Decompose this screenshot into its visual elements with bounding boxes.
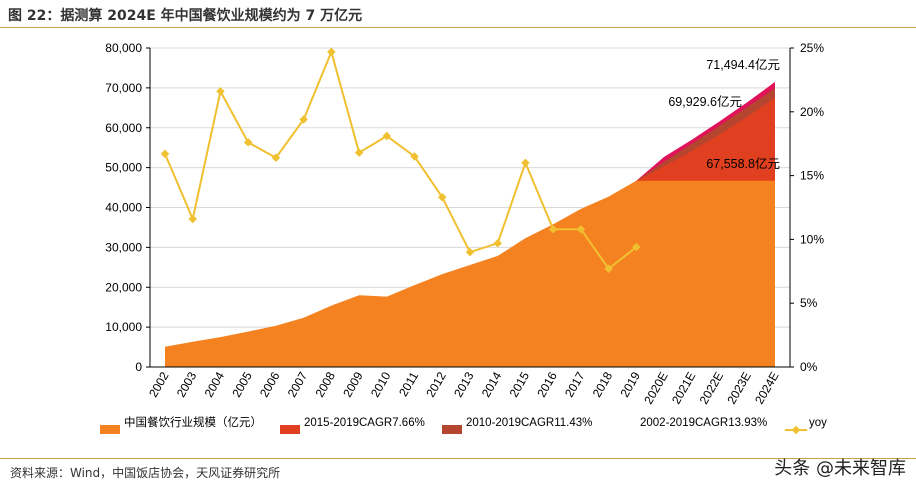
- y-tick-label: 70,000: [105, 81, 142, 95]
- x-tick-label: 2021E: [669, 370, 698, 407]
- source-note: 资料来源：Wind，中国饭店协会，天风证券研究所: [10, 466, 281, 480]
- yoy-point: [354, 148, 364, 157]
- y2-tick-label: 5%: [800, 296, 818, 310]
- legend-label: yoy: [809, 417, 827, 429]
- x-tick-label: 2006: [257, 369, 283, 399]
- top-rule: [0, 27, 916, 28]
- figure-title: 图 22：据测算 2024E 年中国餐饮业规模约为 7 万亿元: [8, 8, 363, 24]
- y-tick-label: 80,000: [105, 41, 142, 55]
- yoy-point: [327, 47, 336, 57]
- y2-tick-label: 0%: [800, 360, 818, 374]
- legend-label: 2002-2019CAGR13.93%: [640, 417, 767, 429]
- legend-item: 2015-2019CAGR7.66%: [280, 417, 425, 434]
- x-tick-label: 2023E: [724, 370, 753, 407]
- y-tick-label: 60,000: [105, 121, 142, 135]
- yoy-point: [160, 149, 170, 159]
- legend-label: 2015-2019CAGR7.66%: [304, 417, 425, 429]
- y2-tick-label: 20%: [800, 105, 824, 119]
- value-annotation: 71,494.4亿元: [706, 57, 780, 72]
- y-tick-label: 10,000: [105, 320, 142, 334]
- yoy-point: [604, 264, 613, 273]
- x-tick-label: 2014: [479, 369, 505, 399]
- x-tick-label: 2011: [396, 369, 421, 399]
- y-tick-label: 20,000: [105, 280, 142, 294]
- legend-label: 中国餐饮行业规模（亿元）: [124, 415, 262, 429]
- yoy-point: [382, 131, 392, 141]
- yoy-point: [465, 247, 475, 257]
- x-tick-label: 2002: [146, 369, 172, 399]
- area-market-size: [165, 180, 775, 367]
- bottom-rule: [0, 458, 916, 459]
- legend-item: yoy: [785, 417, 827, 435]
- yoy-point: [493, 238, 502, 248]
- x-tick-label: 2005: [229, 369, 255, 399]
- x-tick-label: 2017: [562, 369, 588, 399]
- y2-tick-label: 25%: [800, 41, 824, 55]
- yoy-point: [271, 153, 281, 162]
- value-annotation: 67,558.8亿元: [706, 156, 780, 171]
- x-tick-label: 2016: [534, 369, 560, 399]
- legend-item: 2010-2019CAGR11.43%: [442, 417, 592, 434]
- value-annotation: 69,929.6亿元: [668, 94, 742, 109]
- yoy-point: [521, 158, 530, 168]
- x-tick-label: 2004: [202, 369, 228, 399]
- watermark: 头条 @未来智库: [774, 458, 906, 479]
- legend-item: 中国餐饮行业规模（亿元）: [100, 415, 262, 434]
- yoy-point: [188, 214, 197, 224]
- x-tick-label: 2019: [617, 369, 643, 399]
- y-tick-label: 0: [135, 360, 142, 374]
- x-tick-label: 2007: [285, 369, 311, 399]
- y2-tick-label: 15%: [800, 169, 824, 183]
- x-tick-label: 2024E: [752, 370, 781, 407]
- x-tick-label: 2015: [507, 369, 533, 399]
- yoy-line: [164, 50, 637, 270]
- x-tick-label: 2012: [423, 369, 449, 399]
- x-tick-label: 2022E: [697, 370, 726, 407]
- x-tick-label: 2010: [368, 369, 394, 399]
- x-tick-label: 2009: [340, 369, 366, 399]
- yoy-point: [410, 152, 419, 161]
- legend-swatch: [442, 425, 462, 434]
- yoy-point: [299, 115, 308, 124]
- yoy-point: [216, 87, 225, 96]
- y-tick-label: 30,000: [105, 240, 142, 254]
- x-tick-label: 2008: [312, 369, 338, 399]
- legend-swatch: [280, 425, 300, 434]
- legend-swatch: [100, 425, 120, 434]
- y2-tick-label: 10%: [800, 232, 824, 246]
- yoy-point: [243, 138, 253, 147]
- yoy-point: [438, 193, 447, 202]
- x-tick-label: 2013: [451, 369, 477, 399]
- legend-marker: [791, 425, 801, 435]
- x-tick-label: 2018: [590, 369, 616, 399]
- x-tick-label: 2003: [174, 369, 200, 399]
- legend-label: 2010-2019CAGR11.43%: [466, 417, 592, 429]
- x-tick-label: 2020E: [641, 370, 670, 407]
- y-tick-label: 50,000: [105, 161, 142, 175]
- legend-item: 2002-2019CAGR13.93%: [640, 417, 767, 429]
- y-tick-label: 40,000: [105, 201, 142, 215]
